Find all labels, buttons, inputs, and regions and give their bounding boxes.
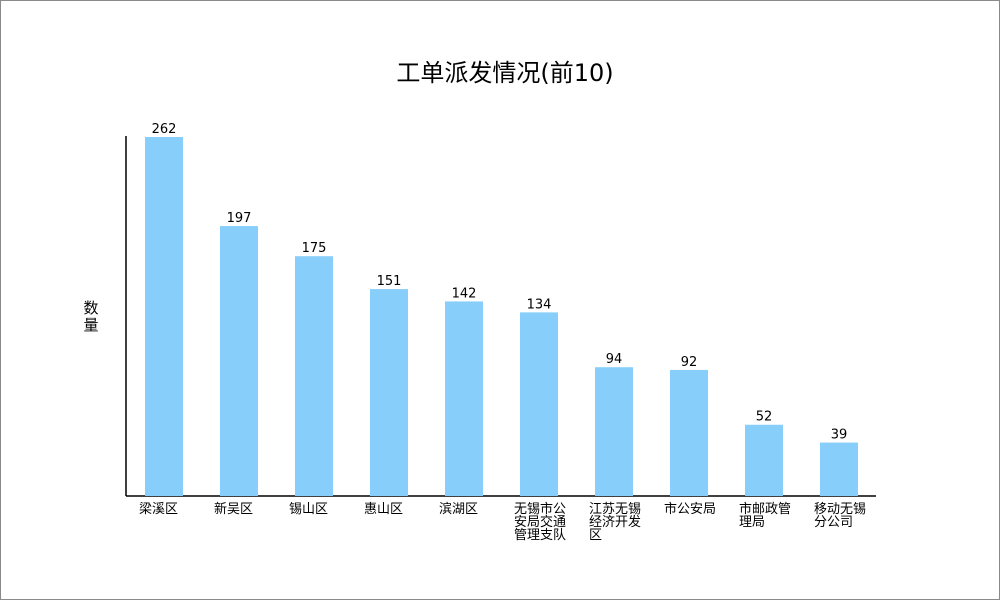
bar-4 — [370, 289, 408, 496]
bar-3 — [295, 256, 333, 496]
bar-7 — [595, 367, 633, 496]
value-labels-group: 262 197 175 151 142 134 94 92 52 39 — [152, 122, 848, 443]
bar-8 — [670, 369, 708, 496]
value-label-1: 262 — [152, 122, 177, 137]
bar-6 — [520, 312, 558, 496]
category-label-10: 移动无锡分公司 — [814, 502, 866, 530]
y-axis-label: 数量 — [83, 299, 98, 334]
value-label-3: 175 — [302, 241, 327, 256]
category-label-4: 惠山区 — [364, 502, 403, 517]
value-label-9: 52 — [756, 410, 773, 425]
category-label-9: 市邮政管理局 — [739, 501, 791, 530]
value-label-7: 94 — [606, 352, 623, 367]
bar-5 — [445, 301, 483, 496]
category-label-6: 无锡市公安局交通管理支队 — [514, 501, 566, 543]
category-label-8: 市公安局 — [664, 501, 716, 517]
category-label-5: 滨湖区 — [439, 501, 478, 517]
category-label-1: 梁溪区 — [139, 502, 178, 517]
bars-group — [145, 137, 858, 496]
value-label-10: 39 — [831, 428, 848, 443]
value-label-2: 197 — [227, 211, 252, 226]
category-label-3: 锡山区 — [289, 502, 328, 517]
bar-2 — [220, 226, 258, 496]
value-label-5: 142 — [452, 286, 477, 301]
bar-10 — [820, 442, 858, 496]
chart-title: 工单派发情况(前10) — [396, 59, 613, 87]
bar-9 — [745, 424, 783, 496]
value-label-4: 151 — [377, 274, 402, 289]
value-label-6: 134 — [527, 297, 552, 312]
category-label-2: 新吴区 — [214, 501, 253, 517]
value-label-8: 92 — [681, 355, 698, 370]
bar-1 — [145, 137, 183, 496]
category-label-7: 江苏无锡经济开发区 — [589, 501, 641, 543]
